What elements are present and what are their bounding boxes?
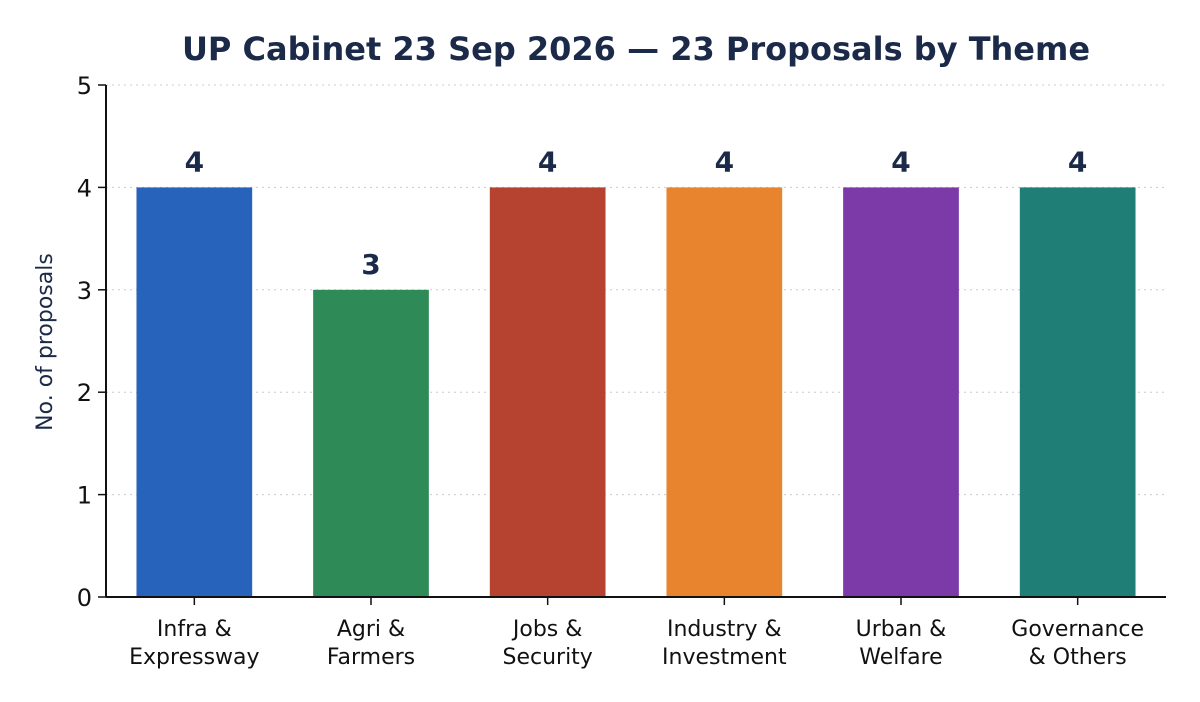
bar: [136, 187, 253, 597]
x-tick-label: Investment: [662, 645, 787, 670]
labels: 0 1 2 3 4 5 4 Infra & Expressway 3 Agri & Farmers 4 J…: [77, 72, 1144, 670]
x-tick-label: Expressway: [129, 645, 259, 670]
bar-value-label: 4: [1068, 145, 1087, 178]
x-tick-label: Security: [502, 645, 592, 670]
x-tick-label: & Others: [1029, 645, 1127, 670]
x-tick-label: Infra &: [157, 617, 232, 642]
x-tick-label: Urban &: [856, 617, 947, 642]
x-tick-label: Agri &: [337, 617, 405, 642]
bar-value-label: 4: [715, 145, 734, 178]
x-tick-label: Governance: [1011, 617, 1144, 642]
bar: [489, 187, 606, 597]
bar-value-label: 3: [361, 248, 380, 281]
x-tick-label: Jobs &: [511, 617, 583, 642]
bar: [313, 289, 429, 597]
x-tick-label: Welfare: [859, 645, 942, 670]
bar-value-label: 4: [185, 145, 204, 178]
y-tick-label: 0: [77, 584, 92, 612]
chart-title: UP Cabinet 23 Sep 2026 — 23 Proposals by…: [182, 30, 1090, 68]
x-tick-label: Farmers: [327, 645, 415, 670]
bars: [136, 187, 1136, 597]
y-axis-label: No. of proposals: [33, 253, 58, 431]
y-tick-label: 1: [77, 482, 92, 510]
y-tick-label: 3: [77, 277, 92, 305]
x-tick-label: Industry &: [667, 617, 782, 642]
y-tick-label: 2: [77, 379, 92, 407]
y-tick-label: 5: [77, 72, 92, 100]
bar: [1019, 187, 1136, 597]
bar: [666, 187, 783, 597]
bar: [843, 187, 959, 597]
axes: [98, 84, 1166, 605]
bar-value-label: 4: [891, 145, 910, 178]
y-tick-label: 4: [77, 174, 92, 202]
bar-value-label: 4: [538, 145, 557, 178]
grid-lines: [106, 84, 1166, 496]
